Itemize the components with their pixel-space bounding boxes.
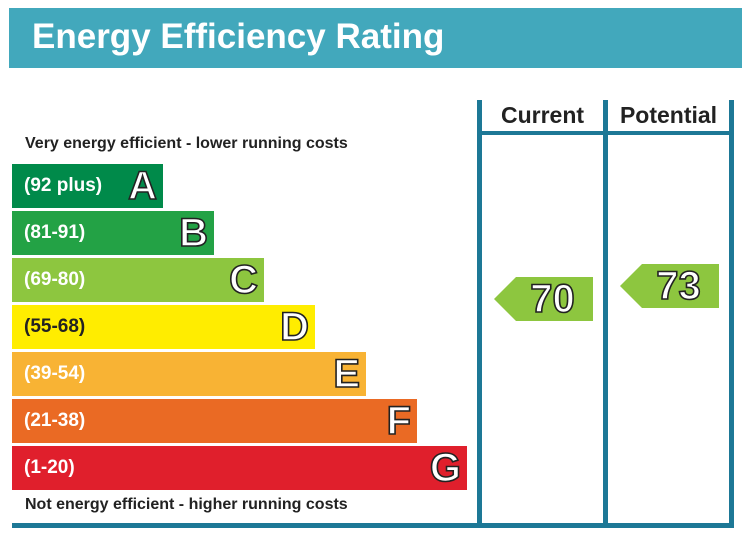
- potential-arrow-shape: [620, 264, 719, 308]
- band-e: (39-54) E: [12, 351, 366, 397]
- band-e-letter: E: [333, 351, 361, 397]
- band-c-range: (69-80): [24, 269, 86, 290]
- current-rating-value: 70: [529, 276, 575, 322]
- band-d-letter: D: [279, 304, 309, 350]
- band-f-range: (21-38): [24, 410, 86, 431]
- band-f: (21-38) F: [12, 398, 417, 444]
- band-b-letter: B: [178, 210, 208, 256]
- potential-rating-arrow: 73: [620, 263, 719, 309]
- band-c-letter: C: [228, 257, 258, 303]
- band-d: (55-68) D: [12, 304, 315, 350]
- potential-rating-value: 73: [655, 263, 701, 309]
- header-bar: Energy Efficiency Rating: [9, 8, 742, 68]
- band-g: (1-20) G: [12, 445, 467, 491]
- top-caption: Very energy efficient - lower running co…: [25, 135, 348, 152]
- band-g-range: (1-20): [24, 457, 75, 478]
- band-b: (81-91) B: [12, 210, 214, 256]
- band-d-range: (55-68): [24, 316, 86, 337]
- band-a-letter: A: [127, 163, 157, 209]
- frame-line-right: [729, 100, 734, 528]
- page-title: Energy Efficiency Rating: [32, 17, 445, 56]
- frame-line-middle: [603, 100, 608, 528]
- potential-column-title: Potential: [619, 102, 718, 128]
- band-a-range: (92 plus): [24, 175, 103, 196]
- bottom-caption: Not energy efficient - higher running co…: [25, 496, 348, 513]
- band-g-letter: G: [429, 445, 462, 491]
- band-b-range: (81-91): [24, 222, 86, 243]
- frame-line-header: [477, 131, 734, 135]
- current-column-title: Current: [500, 102, 585, 128]
- current-arrow-shape: [494, 277, 593, 321]
- frame-line-bottom: [12, 523, 734, 528]
- frame-line-left: [477, 100, 482, 528]
- band-e-range: (39-54): [24, 363, 86, 384]
- band-a: (92 plus) A: [12, 163, 163, 209]
- current-rating-arrow: 70: [494, 276, 593, 322]
- band-c: (69-80) C: [12, 257, 264, 303]
- band-f-letter: F: [386, 398, 412, 444]
